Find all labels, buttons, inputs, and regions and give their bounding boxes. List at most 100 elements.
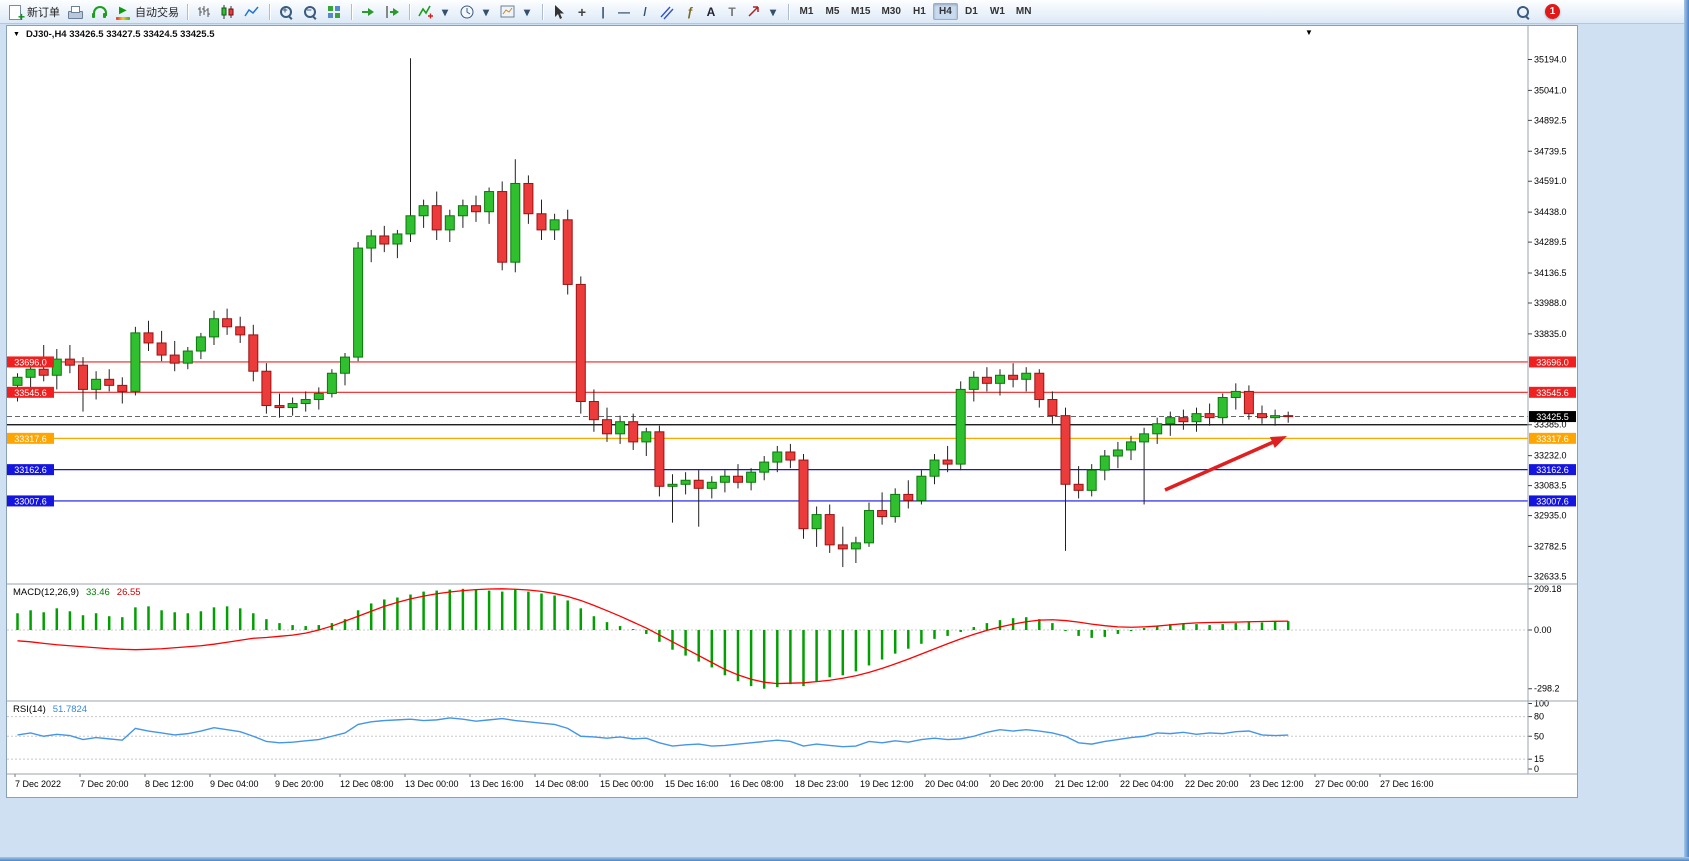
chart-shift-button[interactable] (381, 1, 404, 23)
macd-signal-value: 26.55 (116, 587, 141, 598)
search-button[interactable] (1512, 1, 1535, 23)
svg-text:0: 0 (1534, 764, 1539, 774)
timeframe-mn[interactable]: MN (1015, 6, 1032, 17)
svg-text:9 Dec 20:00: 9 Dec 20:00 (275, 779, 324, 789)
collapse-triangle-icon[interactable]: ▼ (13, 30, 20, 38)
timeframe-m15[interactable]: M15 (851, 6, 871, 17)
horizontal-line-icon: — (618, 4, 630, 19)
trendline-icon: / (643, 4, 647, 19)
svg-text:33232.0: 33232.0 (1534, 451, 1567, 461)
svg-text:33696.0: 33696.0 (14, 357, 47, 367)
play-icon: ▶ (119, 4, 127, 16)
candlestick-chart-icon (220, 4, 237, 20)
zoom-out-button[interactable]: − (299, 1, 322, 23)
auto-trading-label: 自动交易 (135, 6, 179, 19)
chart-title: DJ30-,H4 33426.5 33427.5 33424.5 33425.5 (25, 29, 215, 40)
fibonacci-tool-button[interactable]: ƒ (680, 1, 700, 23)
crosshair-tool-button[interactable]: + (572, 1, 592, 23)
svg-text:100: 100 (1534, 699, 1549, 709)
headset-button[interactable] (88, 1, 111, 23)
timeframe-m30[interactable]: M30 (881, 6, 901, 17)
svg-text:22 Dec 20:00: 22 Dec 20:00 (1185, 779, 1239, 789)
timeframe-m1[interactable]: M1 (799, 6, 814, 17)
trendline-tool-button[interactable]: / (635, 1, 655, 23)
svg-text:9 Dec 04:00: 9 Dec 04:00 (210, 779, 259, 789)
periods-dropdown[interactable]: ▾ (456, 1, 496, 23)
candlestick-chart-button[interactable] (217, 1, 240, 23)
svg-text:33007.6: 33007.6 (1536, 496, 1569, 506)
svg-text:80: 80 (1534, 712, 1544, 722)
label-tool-button[interactable]: T (722, 1, 742, 23)
bar-chart-icon (196, 4, 213, 20)
cursor-icon (551, 4, 568, 20)
shapes-dropdown[interactable]: ▾ (743, 1, 783, 23)
svg-text:18 Dec 23:00: 18 Dec 23:00 (795, 779, 849, 789)
macd-main-value: 33.46 (86, 587, 110, 598)
svg-text:33317.6: 33317.6 (14, 434, 47, 444)
chart-canvas[interactable]: 209.18 0.00 -298.2 100 80 50 150 35194.0 35041.0… (7, 26, 1577, 797)
macd-indicator-label: MACD(12,26,9) 33.46 26.55 (13, 587, 141, 598)
horizontal-line-tool-button[interactable]: — (614, 1, 634, 23)
timeframe-h4[interactable]: H4 (932, 3, 958, 20)
svg-text:13 Dec 00:00: 13 Dec 00:00 (405, 779, 459, 789)
auto-scroll-icon (360, 4, 377, 20)
toolbar-separator (269, 3, 270, 20)
svg-text:34438.0: 34438.0 (1534, 207, 1567, 217)
notification-badge[interactable]: 1 (1545, 4, 1560, 19)
minus-icon: − (306, 5, 312, 15)
svg-text:23 Dec 12:00: 23 Dec 12:00 (1250, 779, 1304, 789)
svg-text:20 Dec 04:00: 20 Dec 04:00 (925, 779, 979, 789)
timeframe-m5[interactable]: M5 (825, 6, 840, 17)
vertical-line-tool-button[interactable]: | (593, 1, 613, 23)
svg-text:33545.6: 33545.6 (14, 388, 47, 398)
rsi-layer: 100 80 50 150 (7, 699, 1549, 774)
arrow-annotation[interactable] (1164, 436, 1287, 492)
svg-text:20 Dec 20:00: 20 Dec 20:00 (990, 779, 1044, 789)
print-button[interactable] (64, 1, 87, 23)
channel-tool-button[interactable] (656, 1, 679, 23)
svg-text:35194.0: 35194.0 (1534, 55, 1567, 65)
svg-text:7 Dec 2022: 7 Dec 2022 (15, 779, 61, 789)
templates-dropdown[interactable]: ▾ (497, 1, 537, 23)
zoom-in-button[interactable]: + (275, 1, 298, 23)
fibonacci-icon: ƒ (686, 4, 694, 19)
vertical-line-icon: | (601, 4, 605, 19)
svg-text:34591.0: 34591.0 (1534, 176, 1567, 186)
svg-text:34739.5: 34739.5 (1534, 146, 1567, 156)
zoom-out-icon: − (302, 4, 319, 20)
headset-icon (91, 4, 108, 20)
timeframe-h1[interactable]: H1 (913, 6, 926, 17)
svg-text:12 Dec 08:00: 12 Dec 08:00 (340, 779, 394, 789)
new-order-icon: + (7, 4, 25, 23)
toolbar-separator (788, 3, 789, 20)
price-levels-layer (7, 361, 1528, 502)
chart-window: 209.18 0.00 -298.2 100 80 50 15 0 35194.0 35041.0… (6, 25, 1578, 798)
cursor-tool-button[interactable] (548, 1, 571, 23)
time-axis-layer: 7 Dec 2022 7 Dec 20:00 8 Dec 12:00 9 Dec 04… (14, 774, 1434, 789)
svg-text:33835.0: 33835.0 (1534, 329, 1567, 339)
text-tool-button[interactable]: A (701, 1, 721, 23)
svg-text:-298.2: -298.2 (1534, 684, 1560, 694)
timeframe-d1[interactable]: D1 (965, 6, 978, 17)
svg-text:15: 15 (1534, 754, 1544, 764)
line-chart-button[interactable] (241, 1, 264, 23)
timeframe-w1[interactable]: W1 (989, 6, 1005, 17)
auto-trading-button[interactable]: ▶ 自动交易 (112, 1, 182, 23)
chart-shift-icon (384, 4, 401, 20)
svg-text:22 Dec 04:00: 22 Dec 04:00 (1120, 779, 1174, 789)
auto-scroll-button[interactable] (357, 1, 380, 23)
plus-icon: + (282, 5, 288, 15)
indicators-dropdown[interactable]: ▾ (415, 1, 455, 23)
svg-text:15 Dec 16:00: 15 Dec 16:00 (665, 779, 719, 789)
zoom-in-icon: + (278, 4, 295, 20)
tile-windows-button[interactable] (323, 1, 346, 23)
clock-icon (459, 4, 476, 20)
new-order-button[interactable]: + 新订单 (4, 1, 63, 23)
bar-chart-button[interactable] (193, 1, 216, 23)
svg-text:19 Dec 12:00: 19 Dec 12:00 (860, 779, 914, 789)
macd-layer: 209.18 0.00 -298.2 (7, 584, 1562, 694)
search-icon (1515, 4, 1532, 20)
svg-text:33083.5: 33083.5 (1534, 481, 1567, 491)
svg-text:33007.6: 33007.6 (14, 496, 47, 506)
chart-dropdown-icon[interactable]: ▼ (1305, 28, 1313, 37)
